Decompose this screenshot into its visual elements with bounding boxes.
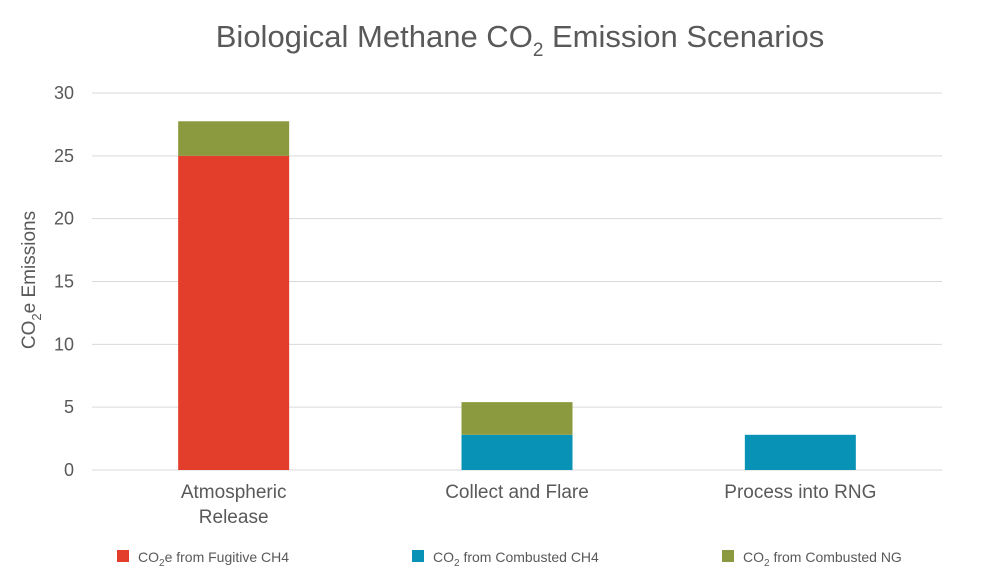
legend-item: CO2 from Combusted CH4 bbox=[412, 549, 599, 569]
x-category-label: Atmospheric bbox=[181, 482, 287, 503]
bar-segment bbox=[461, 434, 573, 470]
y-tick-label: 10 bbox=[54, 334, 74, 354]
y-tick-label: 20 bbox=[54, 209, 74, 229]
legend: CO2e from Fugitive CH4 CO2 from Combusted… bbox=[117, 549, 902, 569]
legend-label-main: CO bbox=[433, 549, 454, 565]
y-axis-label-main: CO bbox=[19, 321, 40, 350]
bar-segment bbox=[461, 402, 573, 435]
bar-segment bbox=[178, 155, 290, 471]
legend-label-tail: from Combusted CH4 bbox=[460, 549, 599, 565]
legend-swatch bbox=[412, 550, 424, 562]
y-axis-label: CO2e Emissions bbox=[19, 211, 44, 349]
legend-label-main: CO bbox=[743, 549, 764, 565]
y-tick-label: 30 bbox=[54, 83, 74, 103]
x-category-label: Release bbox=[199, 507, 269, 528]
bars bbox=[178, 121, 856, 471]
y-axis-label-subscript: 2 bbox=[29, 313, 44, 320]
legend-label-main: CO bbox=[138, 549, 159, 565]
legend-label-tail: e from Fugitive CH4 bbox=[165, 549, 290, 565]
y-axis-ticks: 0 5 10 15 20 25 30 bbox=[54, 83, 74, 480]
chart-title: Biological Methane CO2 Emission Scenario… bbox=[216, 19, 824, 61]
y-tick-label: 5 bbox=[64, 397, 74, 417]
legend-label: CO2 from Combusted CH4 bbox=[433, 549, 599, 569]
x-category-label: Process into RNG bbox=[724, 482, 876, 503]
legend-label: CO2e from Fugitive CH4 bbox=[138, 549, 289, 569]
legend-label-subscript: 2 bbox=[764, 558, 770, 569]
legend-item: CO2e from Fugitive CH4 bbox=[117, 549, 289, 569]
bar-segment bbox=[744, 434, 856, 470]
legend-swatch bbox=[722, 550, 734, 562]
legend-swatch bbox=[117, 550, 129, 562]
chart-title-tail: Emission Scenarios bbox=[543, 19, 824, 54]
x-axis-categories: Atmospheric Release Collect and Flare Proce… bbox=[181, 482, 876, 528]
y-tick-label: 15 bbox=[54, 272, 74, 292]
y-tick-label: 0 bbox=[64, 460, 74, 480]
legend-label-tail: from Combusted NG bbox=[770, 549, 902, 565]
x-category-label: Collect and Flare bbox=[445, 482, 589, 503]
legend-label-subscript: 2 bbox=[159, 558, 165, 569]
y-tick-label: 25 bbox=[54, 146, 74, 166]
bar-segment bbox=[178, 121, 290, 156]
y-axis-label-tail: e Emissions bbox=[19, 211, 40, 313]
legend-label-subscript: 2 bbox=[454, 558, 460, 569]
chart-title-main: Biological Methane CO bbox=[216, 19, 533, 54]
legend-label: CO2 from Combusted NG bbox=[743, 549, 902, 569]
chart-title-subscript: 2 bbox=[533, 40, 544, 61]
legend-item: CO2 from Combusted NG bbox=[722, 549, 902, 569]
